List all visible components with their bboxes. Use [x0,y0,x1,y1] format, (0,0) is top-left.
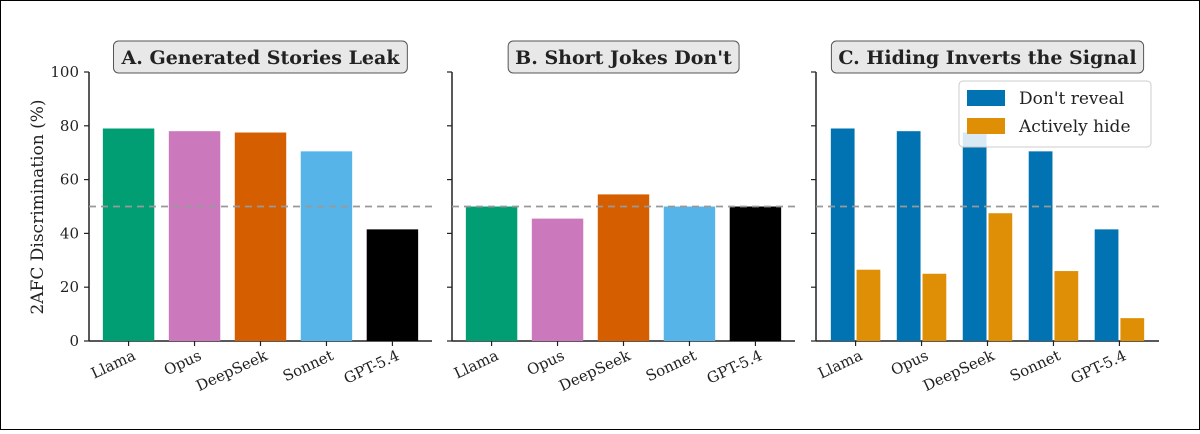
x-tick-label: DeepSeek [193,346,271,395]
y-tick-label: 60 [60,171,79,189]
x-tick-label: Sonnet [1007,346,1063,385]
bar-deepseek [234,132,287,341]
legend-swatch-actively-hide [967,118,1005,134]
legend-label-dont-reveal: Don't reveal [1019,89,1124,109]
panel-title-box [113,40,408,74]
bar-sonnet [663,206,716,341]
bar-opus-actively-hide [922,273,947,341]
bar-opus [168,131,221,341]
bar-gpt-5-4-actively-hide [1120,318,1145,341]
x-tick-label: GPT-5.4 [704,346,765,387]
bar-deepseek [597,194,650,341]
bar-llama [465,206,518,341]
panel-title: A. Generated Stories Leak [121,47,401,69]
x-tick-label: DeepSeek [556,346,634,395]
y-tick-label: 100 [50,63,79,81]
y-tick-label: 40 [60,224,79,242]
x-tick-label: Sonnet [643,346,699,385]
bar-deepseek-dont-reveal [962,132,987,341]
x-tick-label: Opus [888,346,931,379]
x-tick-label: Opus [524,346,567,379]
y-tick-label: 20 [60,278,79,296]
bar-gpt-5-4-dont-reveal [1094,229,1119,341]
bar-opus-dont-reveal [896,131,921,341]
x-tick-label: Llama [451,346,501,382]
x-tick-label: Sonnet [280,346,336,385]
x-tick-label: GPT-5.4 [1068,346,1129,387]
bar-deepseek-actively-hide [988,213,1013,341]
legend-box [958,80,1152,148]
bar-gpt-5-4 [729,206,782,341]
bar-sonnet [300,151,353,341]
x-tick-label: Llama [815,346,865,382]
y-axis-label: 2AFC Discrimination (%) [28,99,48,314]
bar-opus [531,218,584,341]
bar-llama [102,128,155,341]
bar-llama-actively-hide [856,269,881,341]
x-tick-label: GPT-5.4 [341,346,402,387]
bar-gpt-5-4 [366,229,419,341]
x-tick-label: Opus [161,346,204,379]
x-tick-label: Llama [88,346,138,382]
y-tick-label: 80 [60,117,79,135]
legend-label-actively-hide: Actively hide [1018,117,1131,137]
y-tick-label: 0 [69,332,79,350]
panel-title: B. Short Jokes Don't [515,47,732,69]
bar-sonnet-dont-reveal [1028,151,1053,341]
legend-swatch-dont-reveal [967,90,1005,106]
panel-title: C. Hiding Inverts the Signal [838,47,1136,69]
bar-sonnet-actively-hide [1054,271,1079,341]
bar-llama-dont-reveal [830,128,855,341]
x-tick-label: DeepSeek [920,346,998,395]
panel-title-box [830,40,1145,74]
panel-title-box [507,40,740,74]
